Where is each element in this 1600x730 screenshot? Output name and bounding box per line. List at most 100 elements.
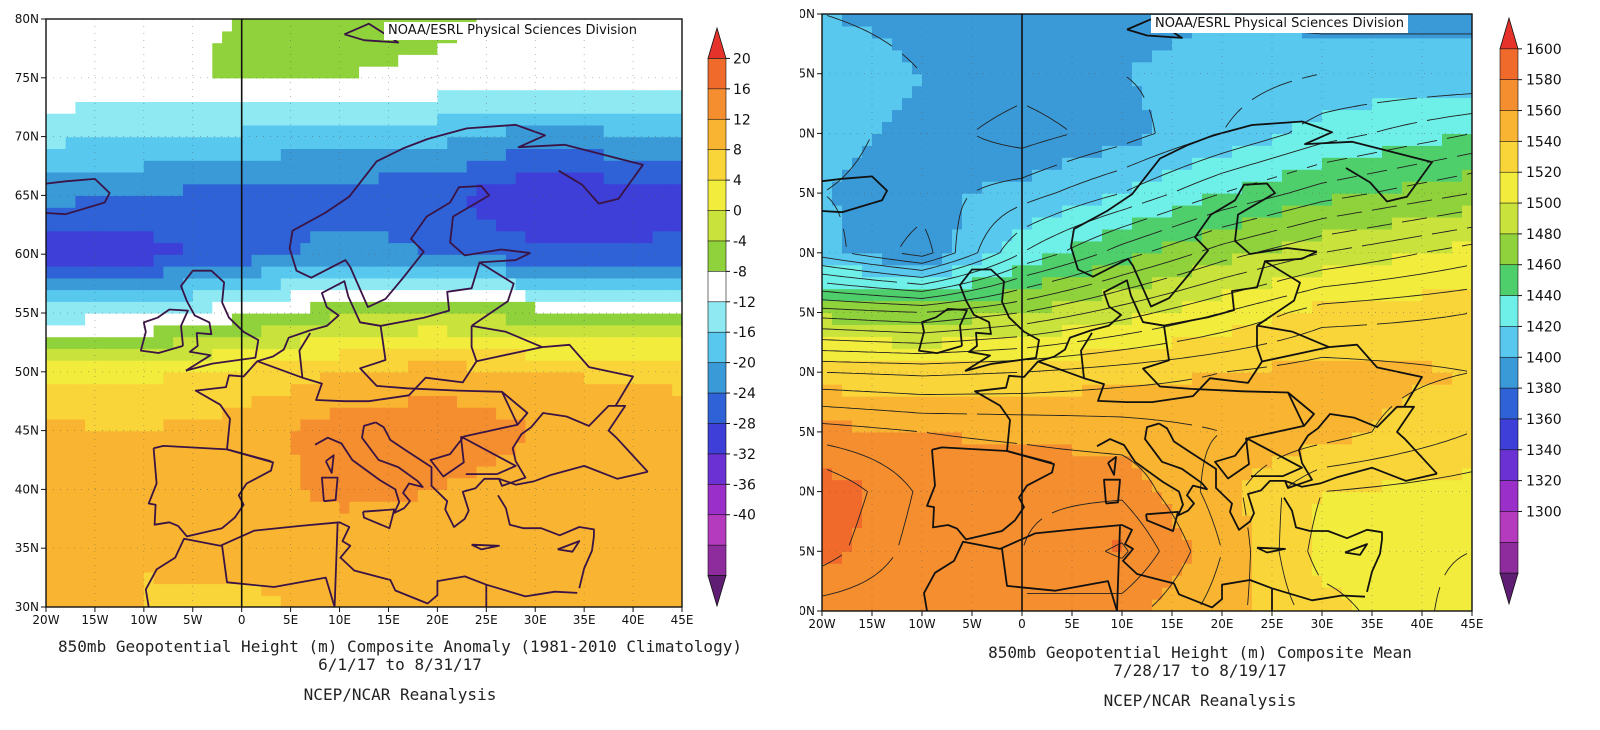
colorbar-label: -16	[733, 325, 756, 341]
coastline	[144, 521, 578, 607]
anomaly-colorbar: 20 16 12 8 4 0 -4 -8 -12 -16 -20 -24 -28 -32 -36 -40	[707, 26, 756, 608]
colorbar-min-arrow	[1499, 572, 1519, 606]
lon-tick-label: 10W	[908, 617, 935, 631]
colorbar-label: -20	[733, 356, 756, 372]
colorbar-swatch	[707, 240, 727, 273]
colorbar-label: 1460	[1526, 258, 1562, 274]
colorbar-swatch	[1499, 141, 1519, 174]
lat-tick-label: 35N	[15, 541, 39, 555]
lon-tick-label: 25E	[1261, 617, 1284, 631]
anomaly-shading	[46, 19, 682, 607]
contour-line	[822, 152, 1472, 299]
lon-tick-label: 20E	[1211, 617, 1234, 631]
coastlines	[46, 22, 649, 607]
colorbar-swatch	[1499, 449, 1519, 482]
contour-line	[900, 105, 1068, 257]
coastline	[288, 123, 644, 308]
anomaly-panel: 20W 15W 10W 5W 0 5E 10E 15E 20E 25E 30E 35E 40E 45E 30…	[15, 12, 756, 704]
lon-tick-label: 35E	[573, 613, 596, 627]
lon-tick-label: 15W	[858, 617, 885, 631]
contour-line	[822, 422, 1192, 607]
colorbar-label: 1300	[1526, 504, 1562, 520]
coastline	[1287, 391, 1315, 427]
lat-tick-label: 75N	[15, 71, 39, 85]
colorbar-swatch	[1499, 418, 1519, 451]
coastline	[1256, 260, 1301, 327]
colorbar-swatch	[1499, 387, 1519, 420]
coastline	[194, 252, 531, 450]
coastline	[1344, 543, 1368, 556]
coastline	[471, 543, 500, 551]
colorbar-label: 1320	[1526, 474, 1562, 490]
colorbar-label: 16	[733, 82, 751, 98]
colorbar-swatch	[707, 453, 727, 486]
colorbar-swatch	[1499, 480, 1519, 513]
contour-line	[822, 113, 1472, 285]
colorbar-label: -32	[733, 447, 756, 463]
coastline	[923, 524, 1366, 611]
lon-tick-label: 5E	[1064, 617, 1079, 631]
lat-tick-label: 80N	[15, 12, 39, 26]
lat-tick-label: 50N	[15, 365, 39, 379]
coastlines	[822, 17, 1438, 611]
colorbar-label: 4	[733, 173, 742, 189]
lon-tick-label: 10E	[1111, 617, 1134, 631]
colorbar-label: 1540	[1526, 134, 1562, 150]
caption-dates: 6/1/17 to 8/31/17	[318, 655, 482, 674]
lon-tick-label: 0	[1018, 617, 1026, 631]
coastline	[221, 545, 336, 607]
contour-line	[822, 444, 1160, 597]
colorbar-swatch	[1499, 233, 1519, 266]
colorbar-label: 1480	[1526, 227, 1562, 243]
caption-source: NCEP/NCAR Reanalysis	[1103, 691, 1297, 710]
coastline	[460, 435, 517, 475]
colorbar-swatch	[1499, 48, 1519, 81]
coastline	[1107, 456, 1117, 476]
contour-line	[822, 356, 1468, 606]
lon-tick-label: 0	[238, 613, 246, 627]
credit-label: NOAA/ESRL Physical Sciences Division	[1151, 15, 1408, 33]
lon-tick-label: 5W	[962, 617, 982, 631]
lon-tick-label: 10E	[328, 613, 351, 627]
map-axes: 20W 15W 10W 5W 0 5E 10E 15E 20E 25E 30E 35E 40E 45E 30…	[15, 12, 694, 627]
colorbar-label: 1500	[1526, 196, 1562, 212]
coastline	[1145, 511, 1179, 532]
colorbar-swatch	[707, 362, 727, 394]
coastline	[1037, 332, 1093, 380]
colorbar-label: 1420	[1526, 319, 1562, 335]
colorbar-label: -36	[733, 477, 756, 493]
colorbar-max-arrow	[707, 26, 727, 59]
colorbar-label: -24	[733, 386, 756, 402]
lon-tick-label: 15E	[377, 613, 400, 627]
colorbar-label: 1440	[1526, 289, 1562, 305]
coastline	[1103, 478, 1121, 505]
colorbar-swatch	[707, 301, 727, 334]
colorbar-label: 1580	[1526, 73, 1562, 89]
colorbar-swatch	[1499, 202, 1519, 235]
lon-tick-label: 40E	[622, 613, 645, 627]
colorbar-label: 20	[733, 51, 751, 67]
lon-tick-label: 40E	[1411, 617, 1434, 631]
coastline	[1126, 17, 1183, 39]
caption-source: NCEP/NCAR Reanalysis	[303, 685, 497, 704]
mean-map: 20W 15W 10W 5W 0 5E 10E 15E 20E 25E 30E 35E 40E 45E 30…	[800, 7, 1562, 631]
anomaly-map: 20W 15W 10W 5W 0 5E 10E 15E 20E 25E 30E 35E 40E 45E 30…	[15, 12, 756, 627]
colorbar-min-arrow	[707, 575, 727, 608]
colorbar-label: 1340	[1526, 443, 1562, 459]
coastline	[362, 508, 396, 530]
colorbar-swatch	[1499, 110, 1519, 143]
lat-tick-label: 55N	[800, 306, 815, 320]
coastline	[1256, 546, 1286, 554]
coastline	[1001, 548, 1118, 611]
lat-tick-label: 65N	[15, 188, 39, 202]
lon-tick-label: 30E	[1311, 617, 1334, 631]
coastline	[498, 465, 649, 486]
lon-tick-label: 5W	[183, 613, 203, 627]
colorbar-label: -8	[733, 264, 747, 280]
colorbar-label: 12	[733, 112, 751, 128]
mean-panel: 20W 15W 10W 5W 0 5E 10E 15E 20E 25E 30E 35E 40E 45E 30…	[800, 0, 1600, 730]
colorbar-label: -4	[733, 234, 747, 250]
coastline	[344, 22, 400, 44]
coastline	[1096, 422, 1208, 517]
colorbar-label: 1400	[1526, 350, 1562, 366]
